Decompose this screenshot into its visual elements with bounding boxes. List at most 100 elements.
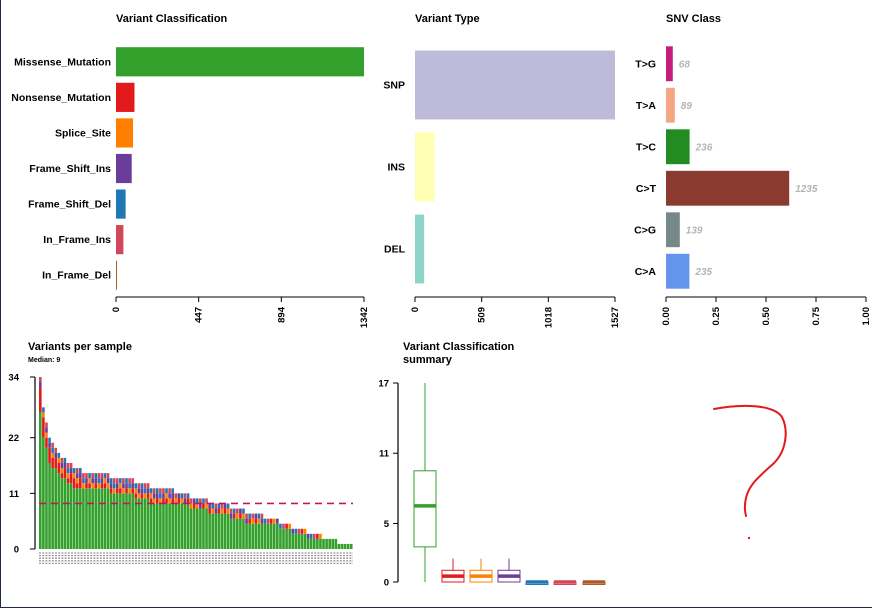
y-tick-label: 11 xyxy=(379,449,390,460)
sample-bar-segment-frame-shift-del xyxy=(134,483,138,489)
sample-bar-segment-in-frame-ins xyxy=(137,483,141,489)
sample-bar-segment-nonsense-mutation xyxy=(63,468,67,479)
sample-bar-segment-missense-mutation xyxy=(319,538,322,549)
sample-bar-segment-frame-shift-del xyxy=(186,493,190,499)
sample-bar-segment-frame-shift-ins xyxy=(276,518,279,524)
median-subtitle: Median: 9 xyxy=(28,357,60,364)
sample-bar-segment-splice-site xyxy=(303,528,307,534)
sample-bar-segment-splice-site xyxy=(119,483,122,489)
sample-bar-segment-missense-mutation xyxy=(223,513,227,549)
sample-bar-segment-frame-shift-del xyxy=(242,508,245,514)
bar-del xyxy=(415,214,425,284)
sample-bar-segment-missense-mutation xyxy=(137,498,141,549)
sample-bar-segment-missense-mutation xyxy=(171,503,174,549)
snv-class-panel: SNV Class T>G 68 T>A 89 T>C 236 C>T 1235 C>G 139 C… xyxy=(634,13,872,326)
sample-bar-segment-missense-mutation xyxy=(214,513,218,549)
sample-bar-segment-in-frame-ins xyxy=(82,473,85,479)
sample-bar-segment-frame-shift-del xyxy=(125,478,128,484)
sample-bar-segment-missense-mutation xyxy=(131,493,134,549)
sample-bar-segment-missense-mutation xyxy=(149,503,153,549)
sample-bar-segment-missense-mutation xyxy=(128,493,131,549)
sample-bar-segment-splice-site xyxy=(103,478,107,484)
sample-bar-segment-in-frame-ins xyxy=(260,513,264,519)
value-label-c-t: 1235 xyxy=(795,184,818,195)
sample-bar-segment-missense-mutation xyxy=(202,508,205,549)
sample-bar-segment-in-frame-ins xyxy=(122,478,125,484)
sample-bar-segment-missense-mutation xyxy=(159,503,162,549)
sample-bar-segment-missense-mutation xyxy=(254,523,258,549)
sample-bar-segment-in-frame-ins xyxy=(45,422,48,428)
value-label-t-a: 89 xyxy=(681,101,693,112)
sample-bar-segment-missense-mutation xyxy=(331,538,335,549)
sample-bar-segment-missense-mutation xyxy=(109,493,113,549)
sample-bar-segment-in-frame-ins xyxy=(266,518,270,524)
bar-t-c xyxy=(666,129,690,165)
sample-bar-segment-nonsense-mutation xyxy=(88,483,91,489)
sample-bar-segment-missense-mutation xyxy=(257,523,261,549)
y-tick-label: 5 xyxy=(384,519,390,530)
category-label-missense-mutation: Missense_Mutation xyxy=(14,56,111,68)
sample-bar-segment-frame-shift-del xyxy=(202,498,205,504)
sample-bar-segment-missense-mutation xyxy=(54,468,58,549)
sample-bar-segment-frame-shift-del xyxy=(248,513,251,519)
sample-bar-segment-missense-mutation xyxy=(245,523,248,549)
sample-bar-segment-nonsense-mutation xyxy=(109,488,113,494)
category-label-c-t: C>T xyxy=(636,183,657,195)
sample-bar-segment-nonsense-mutation xyxy=(202,503,205,509)
sample-bar-segment-missense-mutation xyxy=(205,508,208,549)
sample-bar-segment-in-frame-ins xyxy=(75,468,79,474)
sample-bar-segment-splice-site xyxy=(168,498,171,504)
sample-bar-segment-splice-site xyxy=(112,488,116,494)
sample-bar-segment-nonsense-mutation xyxy=(57,463,61,474)
sample-bar-segment-in-frame-ins xyxy=(199,498,202,504)
sample-bar-segment-in-frame-ins xyxy=(282,523,285,529)
sample-bar-segment-missense-mutation xyxy=(115,493,119,549)
sample-bar-segment-frame-shift-ins xyxy=(177,493,181,499)
sample-bar-segment-nonsense-mutation xyxy=(177,498,181,504)
sample-bar-segment-splice-site xyxy=(143,493,147,499)
sample-bar-segment-in-frame-ins xyxy=(146,483,150,489)
sample-bar-segment-frame-shift-ins xyxy=(245,518,248,524)
sample-bar-segment-missense-mutation xyxy=(85,488,88,549)
bar-splice-site xyxy=(116,118,134,148)
sample-bar-segment-in-frame-ins xyxy=(39,377,42,383)
sample-bar-segment-nonsense-mutation xyxy=(75,483,79,489)
snv-class-title: SNV Class xyxy=(666,13,721,25)
sample-bar-segment-frame-shift-del xyxy=(63,457,67,463)
sample-bar-segment-splice-site xyxy=(236,513,239,519)
sample-bar-segment-frame-shift-del xyxy=(263,518,267,524)
variant-type-title: Variant Type xyxy=(415,13,480,25)
category-label-c-g: C>G xyxy=(634,224,656,236)
sample-bar-segment-splice-site xyxy=(97,483,101,489)
sample-bar-segment-frame-shift-del xyxy=(232,508,236,514)
bar-t-g xyxy=(666,46,673,82)
sample-bar-segment-missense-mutation xyxy=(125,493,128,549)
x-tick-label: 894 xyxy=(276,306,287,323)
sample-bar-segment-frame-shift-del xyxy=(159,493,162,499)
sample-bar-segment-missense-mutation xyxy=(266,523,270,549)
sample-bar-segment-splice-site xyxy=(72,473,76,479)
sample-bar-segment-frame-shift-del xyxy=(66,468,70,474)
sample-bar-segment-splice-site xyxy=(211,508,215,514)
sample-bar-segment-frame-shift-del xyxy=(294,528,298,534)
sample-bar-segment-missense-mutation xyxy=(312,538,316,549)
sample-bar-segment-splice-site xyxy=(128,488,131,494)
sample-bar-segment-splice-site xyxy=(165,493,168,499)
sample-bar-segment-frame-shift-ins xyxy=(260,518,264,524)
sample-bar-segment-nonsense-mutation xyxy=(149,498,153,504)
sample-bar-segment-in-frame-ins xyxy=(229,508,233,514)
sample-bar-segment-in-frame-ins xyxy=(152,488,156,494)
sample-bar-segment-missense-mutation xyxy=(146,498,150,549)
sample-bar-segment-missense-mutation xyxy=(82,488,85,549)
sample-bar-segment-missense-mutation xyxy=(211,513,215,549)
sample-bar-segment-frame-shift-del xyxy=(79,468,82,474)
sample-bar-segment-nonsense-mutation xyxy=(100,483,104,489)
sample-bar-segment-in-frame-ins xyxy=(115,478,119,484)
sample-bar-segment-frame-shift-ins xyxy=(239,508,242,514)
sample-bar-segment-in-frame-ins xyxy=(128,478,131,484)
sample-bar-segment-in-frame-ins xyxy=(214,503,218,509)
sample-bar-segment-missense-mutation xyxy=(242,518,245,549)
sample-bar-segment-splice-site xyxy=(205,503,208,509)
sample-bar-segment-nonsense-mutation xyxy=(165,498,168,504)
